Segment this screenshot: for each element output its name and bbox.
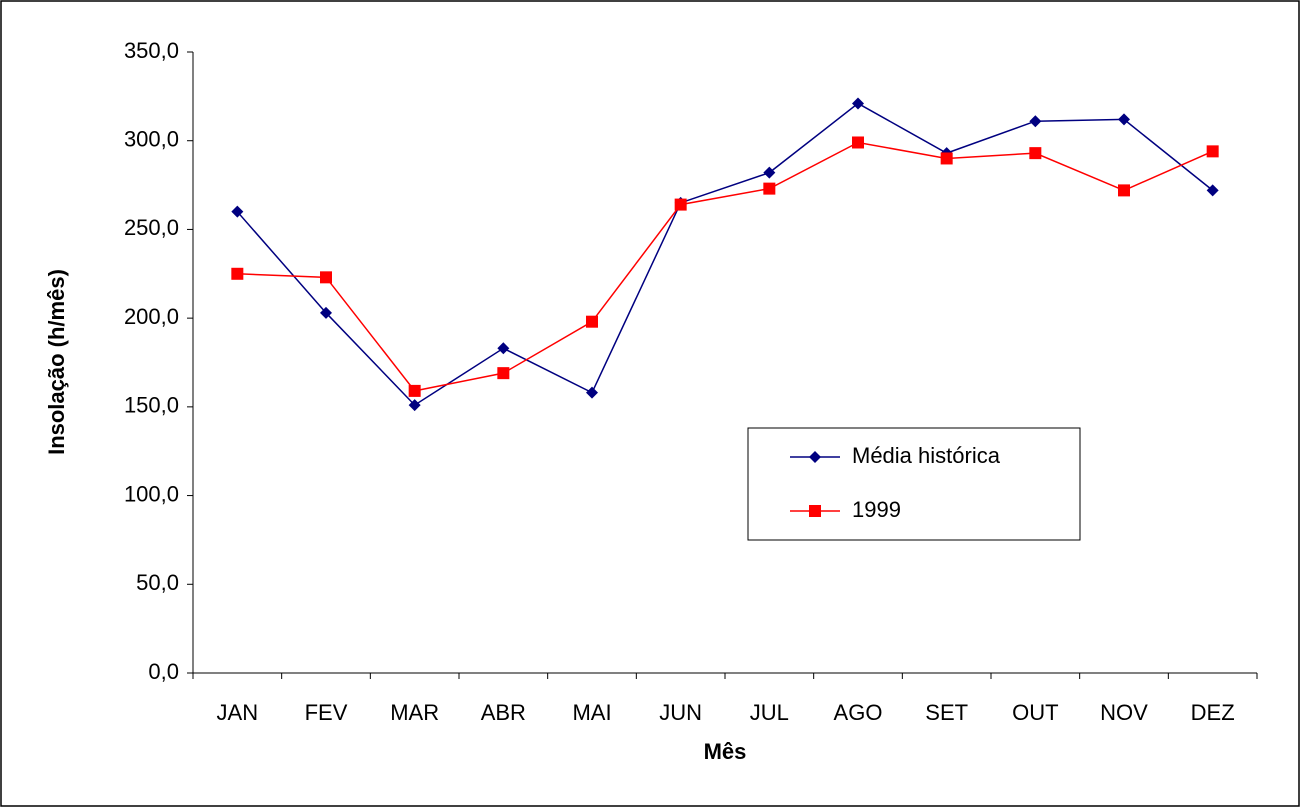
x-tick-label: MAI: [572, 700, 611, 725]
x-tick-label: OUT: [1012, 700, 1058, 725]
point: [320, 271, 332, 284]
point: [852, 136, 864, 149]
point: [408, 399, 421, 412]
point: [497, 342, 510, 355]
line: [237, 141, 1213, 392]
point: [674, 198, 687, 211]
y-tick-label: 0,0: [148, 659, 179, 684]
point: [497, 367, 510, 380]
point: [586, 386, 598, 399]
x-tick-label: ABR: [481, 700, 526, 725]
y-tick-label: 350,0: [124, 38, 179, 63]
point: [1118, 184, 1130, 197]
point: [940, 152, 953, 165]
point: [809, 505, 821, 517]
point: [1118, 113, 1130, 126]
point: [231, 205, 244, 218]
y-tick-label: 250,0: [124, 215, 179, 240]
point: [586, 315, 598, 328]
y-tick-label: 150,0: [124, 393, 179, 418]
point: [1206, 145, 1219, 158]
legend-box: [747, 427, 1081, 541]
point: [809, 451, 821, 463]
x-tick-label: JAN: [217, 700, 259, 725]
x-tick-label: SET: [925, 700, 968, 725]
point: [763, 182, 776, 195]
legend-label: 1999: [852, 497, 901, 522]
x-axis-title: Mês: [704, 739, 747, 764]
x-tick-label: MAR: [390, 700, 439, 725]
point: [320, 306, 332, 319]
y-axis-title: Insolação (h/mês): [44, 269, 69, 455]
y-tick-label: 50,0: [136, 570, 179, 595]
y-tick-label: 100,0: [124, 481, 179, 506]
legend-label: Média histórica: [852, 443, 1001, 468]
x-tick-label: DEZ: [1191, 700, 1235, 725]
x-tick-label: JUN: [659, 700, 702, 725]
x-tick-label: AGO: [834, 700, 883, 725]
x-tick-label: FEV: [305, 700, 348, 725]
point: [408, 384, 421, 397]
point: [1206, 184, 1219, 197]
y-tick-label: 200,0: [124, 304, 179, 329]
y-tick-label: 300,0: [124, 127, 179, 152]
point: [1029, 115, 1042, 128]
line: [236, 102, 1214, 407]
point: [231, 267, 244, 280]
point: [1029, 147, 1042, 160]
point: [852, 97, 864, 110]
x-tick-label: NOV: [1100, 700, 1148, 725]
x-tick-label: JUL: [750, 700, 789, 725]
point: [763, 166, 776, 179]
